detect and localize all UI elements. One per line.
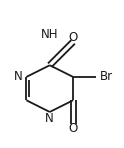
Text: NH: NH [41,28,59,41]
Text: O: O [68,31,78,44]
Text: O: O [68,122,78,135]
Text: N: N [14,70,23,83]
Text: N: N [45,112,54,125]
Text: Br: Br [100,70,113,83]
